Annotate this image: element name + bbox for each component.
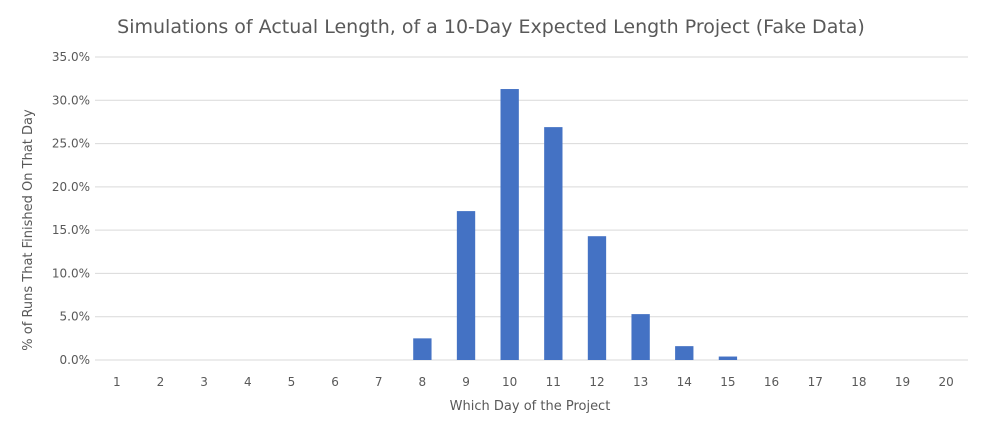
- bar-day-8: [413, 338, 432, 360]
- x-tick-label: 7: [375, 375, 383, 389]
- x-tick-label: 10: [502, 375, 517, 389]
- y-axis-label: % of Runs That Finished On That Day: [21, 109, 36, 351]
- bar-day-14: [675, 346, 694, 360]
- x-tick-label: 9: [462, 375, 470, 389]
- bar-day-11: [544, 127, 563, 360]
- y-tick-label: 10.0%: [52, 266, 90, 280]
- x-tick-label: 2: [157, 375, 165, 389]
- x-tick-label: 1: [113, 375, 121, 389]
- gridlines: [95, 56, 968, 361]
- x-tick-label: 6: [331, 375, 339, 389]
- y-tick-label: 35.0%: [52, 50, 90, 64]
- x-axis-label: Which Day of the Project: [450, 399, 611, 414]
- y-tick-label: 30.0%: [52, 93, 90, 107]
- x-tick-label: 18: [851, 375, 866, 389]
- bar-day-12: [587, 236, 607, 360]
- bar-day-15: [718, 356, 738, 360]
- y-tick-label: 20.0%: [52, 180, 90, 194]
- chart-title: Simulations of Actual Length, of a 10-Da…: [117, 16, 865, 38]
- x-tick-label: 15: [720, 375, 735, 389]
- bar-day-13: [631, 314, 650, 360]
- y-tick-label: 0.0%: [60, 353, 91, 367]
- x-tick-label: 5: [288, 375, 296, 389]
- x-tick-label: 13: [633, 375, 648, 389]
- x-tick-label: 4: [244, 375, 252, 389]
- y-tick-label: 5.0%: [60, 310, 91, 324]
- x-tick-label: 17: [808, 375, 823, 389]
- x-tick-label: 19: [895, 375, 910, 389]
- x-tick-label: 8: [419, 375, 427, 389]
- y-axis-ticks: 0.0% 5.0% 10.0% 15.0% 20.0% 25.0% 30.0% 35.0%: [52, 50, 90, 367]
- y-tick-label: 15.0%: [52, 223, 90, 237]
- x-tick-label: 3: [200, 375, 208, 389]
- y-tick-label: 25.0%: [52, 137, 90, 151]
- x-tick-label: 12: [589, 375, 604, 389]
- x-tick-label: 14: [677, 375, 692, 389]
- bar-day-9: [456, 211, 476, 360]
- bar-day-10: [500, 89, 519, 360]
- x-tick-label: 20: [939, 375, 954, 389]
- x-tick-label: 11: [546, 375, 561, 389]
- x-axis-ticks: 1 2 3 4 5 6 7 8 9 10 11 12 13 14 15 16 17 18 19 20: [113, 375, 954, 389]
- bars: [413, 89, 738, 360]
- x-tick-label: 16: [764, 375, 779, 389]
